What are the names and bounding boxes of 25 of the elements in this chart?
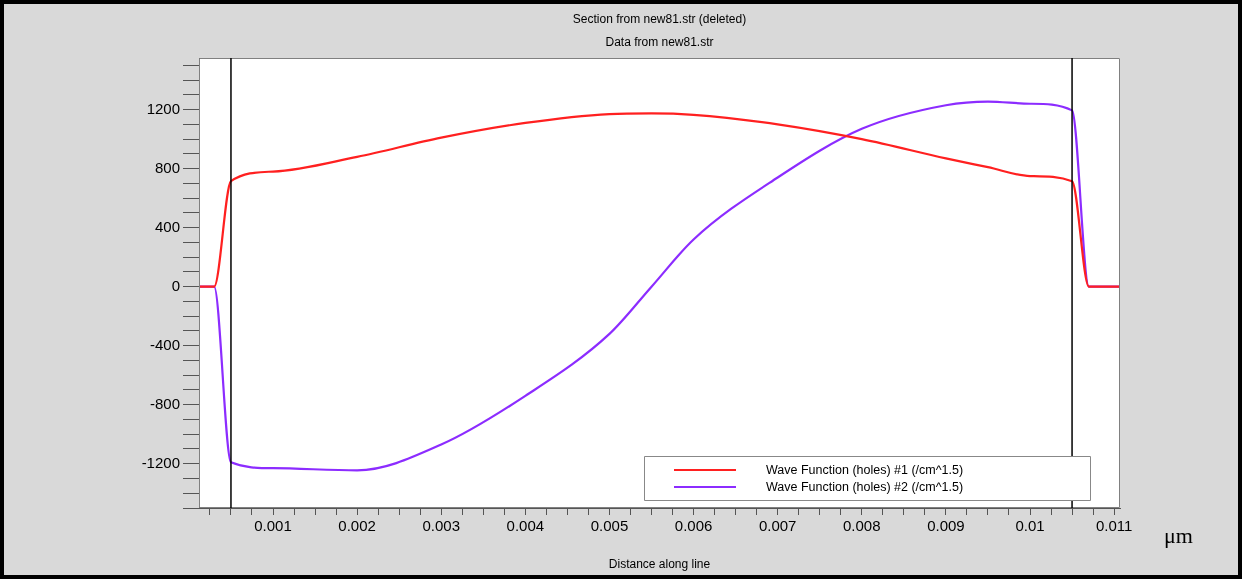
chart-title: Section from new81.str (deleted) xyxy=(572,12,747,27)
x-tick-label: 0.009 xyxy=(927,517,965,535)
x-tick-label: 0.001 xyxy=(254,517,292,535)
y-tick-label: 800 xyxy=(154,158,180,176)
x-tick-label: 0.003 xyxy=(422,517,461,535)
text: μm xyxy=(1164,522,1193,548)
line-series xyxy=(199,112,1120,288)
y-tick-label: -800 xyxy=(149,394,180,412)
y-tick-label: 0 xyxy=(171,276,180,294)
y-tick-label: -1200 xyxy=(141,453,180,471)
x-tick-label: 0.002 xyxy=(338,517,376,535)
x-tick-label: 0.011 xyxy=(1095,517,1133,535)
y-tick-label: 1200 xyxy=(146,99,180,117)
x-tick-label: 0.004 xyxy=(506,517,545,535)
x-tick-label: 0.007 xyxy=(758,517,797,535)
chart-subtitle: Data from new81.str xyxy=(605,35,714,50)
legend-label: Wave Function (holes) #2 (/cm^1.5) xyxy=(766,480,964,495)
x-axis-title: Distance along line xyxy=(608,557,711,572)
y-tick-label: -400 xyxy=(149,335,180,353)
x-tick-label: 0.01 xyxy=(1015,517,1045,535)
legend-label: Wave Function (holes) #1 (/cm^1.5) xyxy=(766,463,964,478)
y-tick-label: 400 xyxy=(154,217,180,235)
x-tick-label: 0.005 xyxy=(590,517,629,535)
x-tick-label: 0.006 xyxy=(674,517,713,535)
x-tick-label: 0.008 xyxy=(843,517,881,535)
